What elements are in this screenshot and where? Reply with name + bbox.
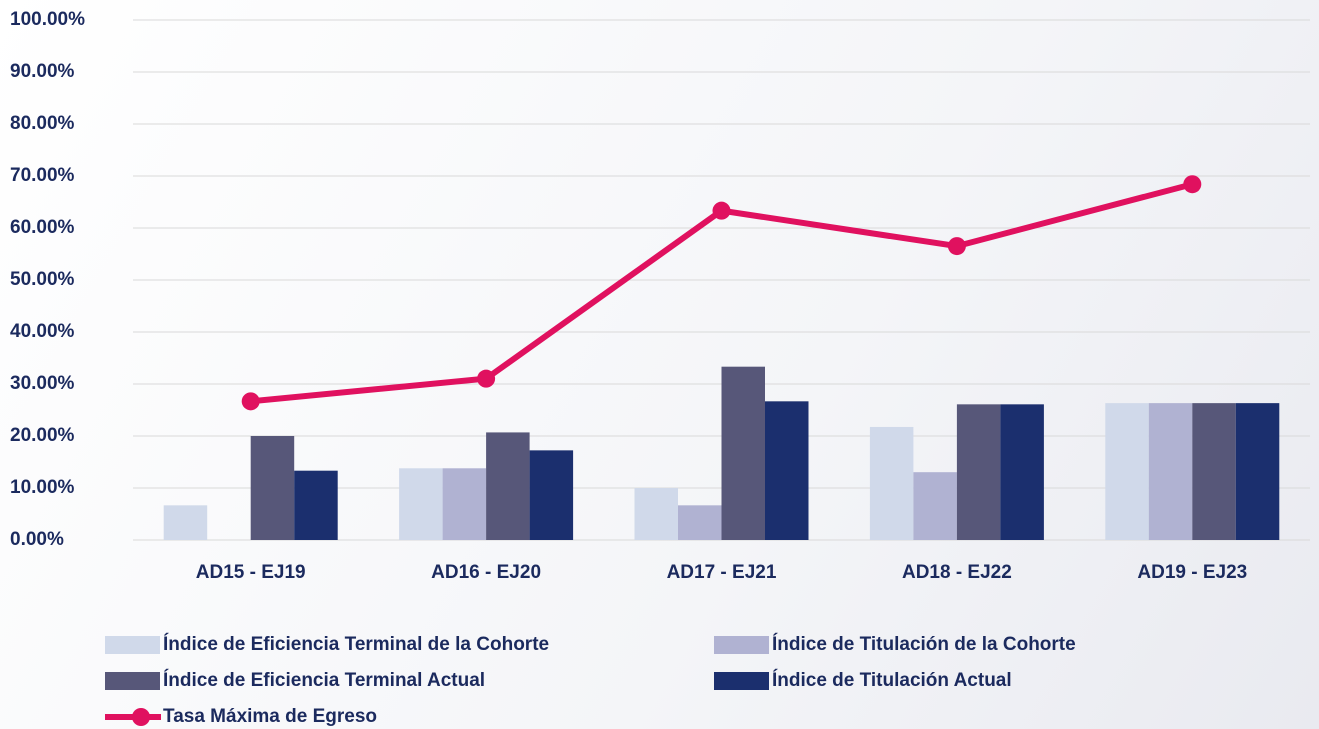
y-tick-label: 90.00% <box>10 61 75 82</box>
bar <box>634 488 678 540</box>
bar <box>1105 403 1149 540</box>
line-point <box>477 369 496 388</box>
bar <box>721 366 765 540</box>
x-tick-label: AD16 - EJ20 <box>431 562 541 583</box>
line-point <box>1183 175 1202 194</box>
legend-label: Índice de Titulación de la Cohorte <box>772 633 1076 655</box>
y-tick-label: 40.00% <box>10 321 75 342</box>
bar <box>294 470 338 540</box>
y-tick-label: 60.00% <box>10 217 75 238</box>
bar <box>956 404 1001 540</box>
bar <box>250 436 295 540</box>
legend-swatch <box>714 672 769 690</box>
y-tick-label: 10.00% <box>10 477 75 498</box>
bar <box>1192 403 1236 540</box>
x-tick-label: AD17 - EJ21 <box>667 562 777 583</box>
legend-swatch <box>132 708 150 726</box>
bar <box>1000 404 1044 540</box>
bar <box>765 401 809 540</box>
y-tick-label: 30.00% <box>10 373 75 394</box>
legend-label: Tasa Máxima de Egreso <box>163 706 377 727</box>
legend-label: Índice de Eficiencia Terminal Actual <box>163 669 485 691</box>
bar <box>163 505 208 540</box>
legend-swatch <box>105 636 160 654</box>
y-tick-label: 70.00% <box>10 165 75 186</box>
bar <box>399 468 443 540</box>
x-tick-label: AD18 - EJ22 <box>902 562 1012 583</box>
legend-swatch <box>105 672 160 690</box>
x-tick-label: AD15 - EJ19 <box>196 562 306 583</box>
line-point <box>241 392 260 411</box>
legend-label: Índice de Eficiencia Terminal de la Coho… <box>163 633 549 655</box>
legend-swatch <box>714 636 769 654</box>
y-tick-label: 0.00% <box>10 529 64 550</box>
bar <box>529 450 574 540</box>
bar <box>678 505 722 540</box>
y-tick-label: 80.00% <box>10 113 75 134</box>
x-tick-label: AD19 - EJ23 <box>1137 562 1247 583</box>
bar <box>1235 403 1280 540</box>
line-point <box>947 237 966 256</box>
legend-label: Índice de Titulación Actual <box>772 669 1012 691</box>
bar <box>486 432 530 540</box>
bar <box>869 426 914 540</box>
y-tick-label: 20.00% <box>10 425 75 446</box>
bar <box>1148 403 1193 540</box>
y-tick-label: 50.00% <box>10 269 75 290</box>
bar <box>442 468 487 540</box>
y-tick-label: 100.00% <box>10 9 85 30</box>
bar <box>913 472 957 540</box>
line-point <box>712 201 731 220</box>
